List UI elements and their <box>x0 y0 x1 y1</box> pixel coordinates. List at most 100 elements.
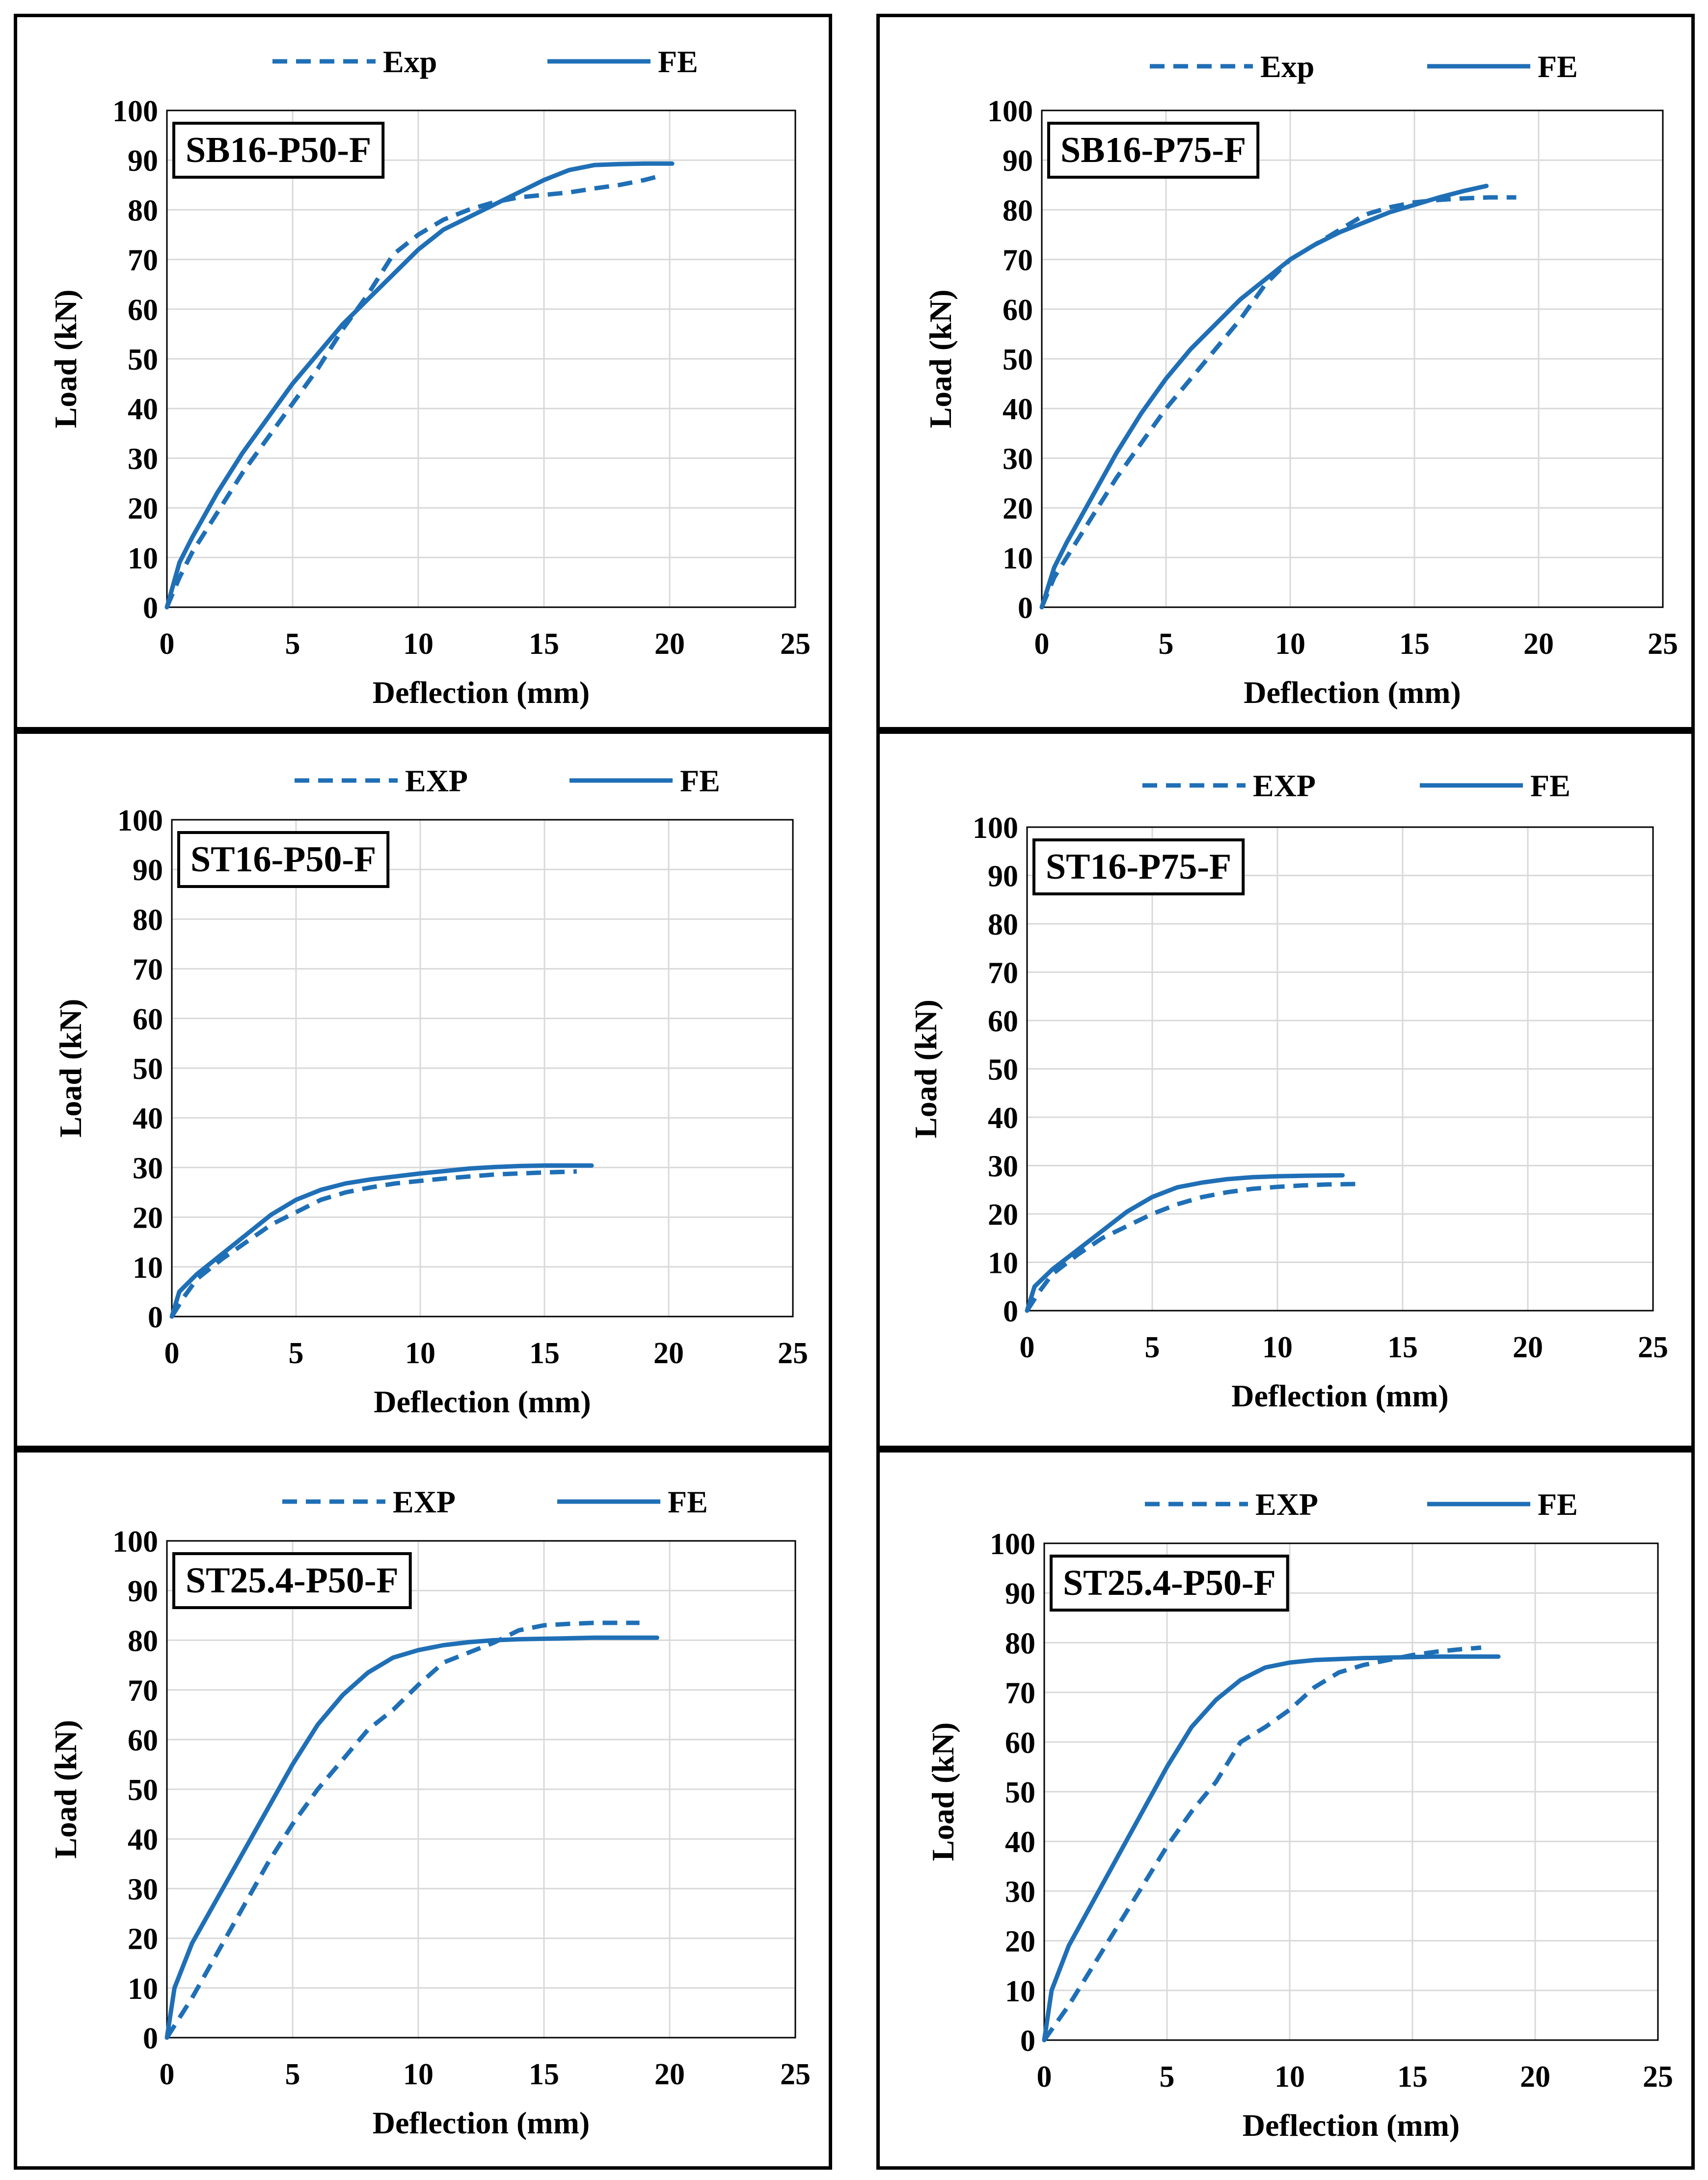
chart-title: ST16-P50-F <box>190 839 376 880</box>
y-tick-label: 0 <box>143 2022 158 2055</box>
x-tick-label: 25 <box>1643 2060 1673 2094</box>
x-tick-label: 25 <box>780 2058 811 2091</box>
x-tick-label: 25 <box>780 627 811 661</box>
y-tick-label: 70 <box>133 953 163 987</box>
series-line-fe <box>1039 184 1489 610</box>
y-tick-label: 80 <box>988 908 1018 942</box>
y-tick-label: 90 <box>988 860 1018 893</box>
y-tick-label: 70 <box>1005 1677 1035 1710</box>
x-tick-label: 5 <box>1145 1331 1160 1364</box>
series-line-exp <box>1042 1645 1482 2042</box>
y-axis-title: Load (kN) <box>908 999 943 1138</box>
x-axis-title: Deflection (mm) <box>1243 2108 1460 2143</box>
y-tick-label: 70 <box>1003 244 1033 277</box>
series-line-fe <box>169 1163 594 1319</box>
x-tick-label: 20 <box>654 2058 685 2091</box>
legend-label: Exp <box>1260 49 1314 84</box>
x-tick-label: 15 <box>1399 627 1430 661</box>
y-tick-label: 20 <box>988 1198 1018 1232</box>
legend-label: FE <box>658 44 698 79</box>
y-tick-label: 90 <box>128 144 158 178</box>
y-tick-label: 60 <box>1003 294 1033 327</box>
chart-title: ST25.4-P50-F <box>186 1561 399 1601</box>
y-tick-label: 70 <box>128 1674 158 1708</box>
x-tick-label: 20 <box>1523 627 1554 661</box>
chart-title-box <box>172 122 385 179</box>
plot-area <box>1041 109 1664 608</box>
x-tick-label: 5 <box>285 2058 300 2091</box>
y-tick-label: 40 <box>128 1823 158 1857</box>
plot-area <box>1026 826 1654 1312</box>
y-tick-label: 60 <box>128 294 158 327</box>
y-tick-label: 20 <box>1003 492 1033 526</box>
x-tick-label: 10 <box>405 1337 435 1370</box>
x-axis-title: Deflection (mm) <box>374 1384 591 1419</box>
series-line-exp <box>164 174 660 608</box>
x-tick-label: 20 <box>654 627 685 661</box>
x-tick-label: 0 <box>1034 627 1050 661</box>
y-tick-label: 40 <box>988 1102 1018 1135</box>
y-tick-label: 40 <box>128 393 158 426</box>
x-tick-label: 10 <box>1274 2060 1305 2094</box>
y-tick-label: 10 <box>988 1247 1018 1280</box>
legend-label: FE <box>680 763 720 798</box>
y-tick-label: 20 <box>1005 1925 1035 1959</box>
plot-area <box>166 109 796 608</box>
y-tick-label: 40 <box>1005 1826 1035 1859</box>
legend-label: FE <box>1530 768 1571 803</box>
y-tick-label: 100 <box>987 95 1033 128</box>
x-tick-label: 15 <box>1387 1331 1418 1364</box>
y-tick-label: 30 <box>988 1150 1018 1184</box>
y-tick-label: 50 <box>1003 343 1033 377</box>
y-tick-label: 60 <box>1005 1726 1035 1760</box>
plot-area <box>171 819 794 1318</box>
y-tick-label: 40 <box>1003 393 1033 426</box>
series-line-fe <box>1025 1173 1345 1313</box>
y-tick-label: 10 <box>128 1972 158 2006</box>
load-deflection-chart: 0 10 20 30 40 50 60 70 80 90 100 0 5 10 15 20 25 Deflecti… <box>53 763 808 1419</box>
chart-panel-4: 0 10 20 30 40 50 60 70 80 90 100 0 5 10 15 20 25 Deflecti… <box>876 730 1695 1449</box>
x-tick-label: 0 <box>160 627 175 661</box>
y-tick-label: 10 <box>128 542 158 575</box>
y-tick-label: 100 <box>112 1525 158 1559</box>
y-tick-label: 0 <box>1020 2024 1035 2058</box>
chart-title: SB16-P75-F <box>1060 130 1246 170</box>
y-tick-label: 40 <box>133 1102 163 1135</box>
legend-label: EXP <box>1255 1487 1318 1522</box>
legend-label: FE <box>668 1484 708 1519</box>
y-tick-label: 30 <box>1003 442 1033 476</box>
x-axis-title: Deflection (mm) <box>373 675 590 710</box>
x-tick-label: 10 <box>403 2058 434 2091</box>
legend-label: Exp <box>383 44 437 79</box>
x-tick-label: 5 <box>285 627 300 661</box>
y-tick-label: 50 <box>128 343 158 377</box>
y-tick-label: 80 <box>128 194 158 227</box>
y-tick-label: 60 <box>133 1003 163 1036</box>
x-axis-title: Deflection (mm) <box>1231 1378 1448 1413</box>
x-tick-label: 15 <box>529 1337 560 1370</box>
x-tick-label: 0 <box>1037 2060 1052 2094</box>
series-line-exp <box>1039 195 1517 608</box>
chart-panel-6: 0 10 20 30 40 50 60 70 80 90 100 0 5 10 15 20 25 Deflecti… <box>876 1449 1695 2170</box>
x-tick-label: 20 <box>1513 1331 1543 1364</box>
x-tick-label: 15 <box>1397 2060 1428 2094</box>
chart-title-box <box>177 831 390 888</box>
y-tick-label: 10 <box>133 1251 163 1285</box>
x-tick-label: 25 <box>1648 627 1678 661</box>
x-tick-label: 5 <box>1160 2060 1175 2094</box>
x-tick-label: 10 <box>403 627 434 661</box>
y-tick-label: 100 <box>112 95 158 128</box>
x-tick-label: 20 <box>653 1337 684 1370</box>
chart-title: ST25.4-P50-F <box>1063 1563 1276 1603</box>
y-tick-label: 10 <box>1003 542 1033 575</box>
y-tick-label: 20 <box>133 1202 163 1235</box>
chart-panel-3: 0 10 20 30 40 50 60 70 80 90 100 0 5 10 15 20 25 Deflecti… <box>14 730 832 1449</box>
y-tick-label: 30 <box>128 1873 158 1906</box>
y-tick-label: 30 <box>133 1152 163 1185</box>
y-tick-label: 90 <box>133 854 163 887</box>
plot-area <box>1043 1542 1659 2041</box>
x-tick-label: 0 <box>160 2058 175 2091</box>
y-tick-label: 80 <box>1005 1627 1035 1660</box>
x-tick-label: 15 <box>529 2058 559 2091</box>
chart-title: ST16-P75-F <box>1046 847 1231 887</box>
